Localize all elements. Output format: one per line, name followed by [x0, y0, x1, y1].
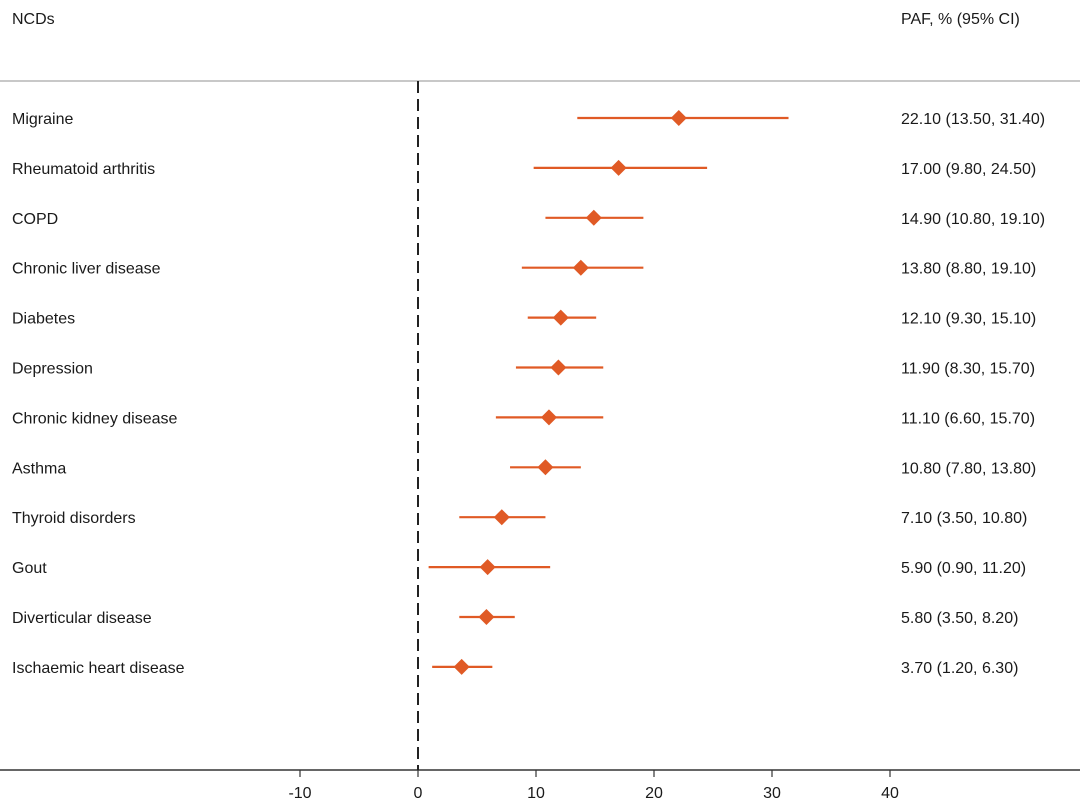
row-label: Ischaemic heart disease — [12, 660, 185, 677]
row-label: Chronic liver disease — [12, 261, 161, 278]
point-estimate — [585, 209, 602, 226]
x-tick-label: 20 — [645, 785, 663, 801]
point-estimate — [550, 359, 567, 376]
point-estimate — [478, 609, 495, 625]
row-label: Depression — [12, 361, 93, 378]
row-label: COPD — [12, 211, 58, 228]
row-value: 3.70 (1.20, 6.30) — [901, 660, 1018, 677]
row-value: 14.90 (10.80, 19.10) — [901, 211, 1045, 228]
paf-column-header: PAF, % (95% CI) — [901, 11, 1020, 28]
row-value: 11.10 (6.60, 15.70) — [901, 410, 1035, 427]
row-value: 7.10 (3.50, 10.80) — [901, 510, 1027, 527]
point-estimate — [540, 409, 557, 426]
forest-row: Migraine 22.10 (13.50, 31.40) — [12, 110, 1045, 128]
x-tick-label: -10 — [288, 785, 311, 801]
forest-row: Chronic liver disease 13.80 (8.80, 19.10) — [12, 259, 1036, 278]
row-value: 12.10 (9.30, 15.10) — [901, 311, 1036, 328]
row-label: Diabetes — [12, 311, 75, 328]
forest-row: Gout 5.90 (0.90, 11.20) — [12, 559, 1026, 577]
row-value: 5.80 (3.50, 8.20) — [901, 610, 1018, 627]
point-estimate — [610, 159, 627, 176]
x-tick-label: 0 — [414, 785, 423, 801]
forest-row: Chronic kidney disease 11.10 (6.60, 15.70… — [12, 409, 1035, 427]
row-value: 22.10 (13.50, 31.40) — [901, 111, 1045, 128]
row-value: 10.80 (7.80, 13.80) — [901, 460, 1036, 477]
forest-row: Asthma 10.80 (7.80, 13.80) — [12, 459, 1036, 477]
x-tick-label: 30 — [763, 785, 781, 801]
forest-row: COPD 14.90 (10.80, 19.10) — [12, 209, 1045, 228]
forest-row: Ischaemic heart disease 3.70 (1.20, 6.30) — [12, 658, 1018, 677]
point-estimate — [479, 559, 496, 576]
point-estimate — [552, 309, 569, 326]
row-value: 11.90 (8.30, 15.70) — [901, 361, 1035, 378]
point-estimate — [453, 658, 470, 675]
row-value: 13.80 (8.80, 19.10) — [901, 261, 1036, 278]
forest-row: Diabetes 12.10 (9.30, 15.10) — [12, 309, 1036, 328]
point-estimate — [572, 259, 589, 276]
point-estimate — [670, 110, 687, 126]
row-value: 17.00 (9.80, 24.50) — [901, 161, 1036, 178]
row-label: Asthma — [12, 460, 66, 477]
forest-row: Depression 11.90 (8.30, 15.70) — [12, 359, 1035, 378]
row-label: Gout — [12, 560, 47, 577]
forest-row: Thyroid disorders 7.10 (3.50, 10.80) — [12, 509, 1027, 527]
forest-row: Diverticular disease 5.80 (3.50, 8.20) — [12, 609, 1018, 627]
row-label: Rheumatoid arthritis — [12, 161, 155, 178]
forest-row: Rheumatoid arthritis 17.00 (9.80, 24.50) — [12, 159, 1036, 178]
x-tick-label: 10 — [527, 785, 545, 801]
row-value: 5.90 (0.90, 11.20) — [901, 560, 1026, 577]
x-tick-label: 40 — [881, 785, 899, 801]
row-label: Thyroid disorders — [12, 510, 136, 527]
point-estimate — [493, 509, 510, 526]
row-label: Diverticular disease — [12, 610, 152, 627]
ncds-column-header: NCDs — [12, 11, 55, 28]
row-label: Migraine — [12, 111, 73, 128]
point-estimate — [537, 459, 554, 476]
row-label: Chronic kidney disease — [12, 410, 178, 427]
